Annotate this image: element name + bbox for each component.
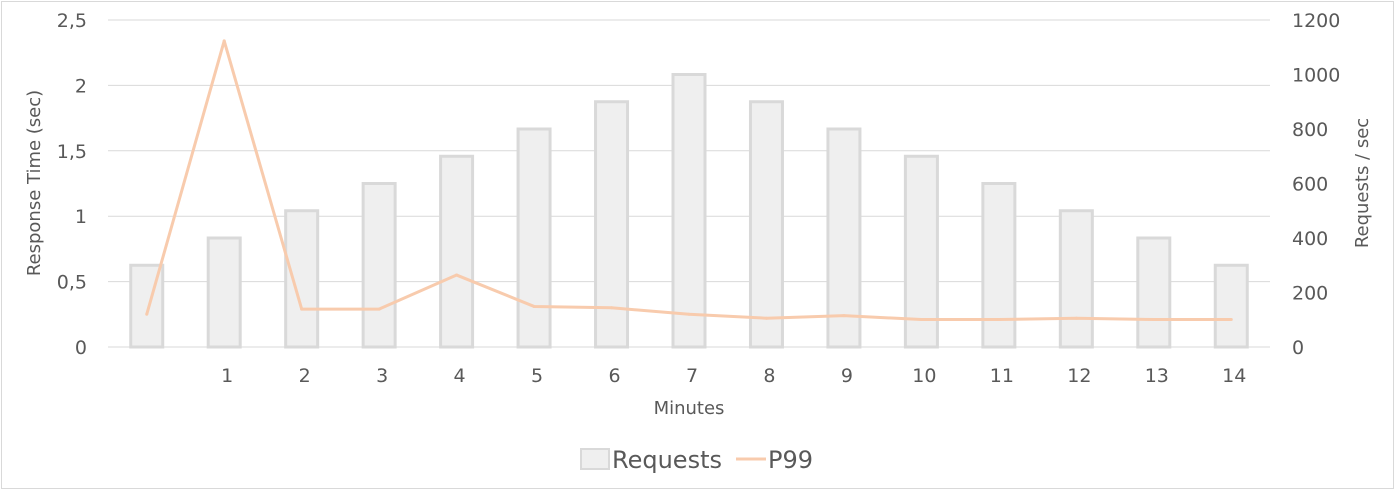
bar-requests-14 [1213,263,1249,349]
x-tick-label: 3 [376,365,388,387]
left-tick-label: 1 [75,206,87,228]
bar-requests-8 [748,100,784,349]
point-p99-10 [919,318,923,322]
x-tick-label: 13 [1145,365,1169,387]
x-tick-label: 4 [454,365,466,387]
x-tick-label: 7 [686,365,698,387]
legend-p99-label: P99 [768,446,813,474]
left-axis-ticks: 0 0,5 1 1,5 2 2,5 [57,10,87,359]
bar-requests-5 [516,127,552,349]
bar-requests-4 [439,154,475,349]
x-tick-label: 8 [763,365,775,387]
right-tick-label: 200 [1292,283,1328,305]
point-p99-2 [300,307,304,311]
x-tick-label: 10 [912,365,936,387]
right-tick-label: 600 [1292,174,1328,196]
point-p99-9 [842,314,846,318]
right-tick-label: 1200 [1292,10,1340,32]
point-p99-13 [1152,318,1156,322]
left-tick-label: 1,5 [57,141,87,163]
legend-requests-label: Requests [612,446,722,474]
left-tick-label: 2,5 [57,10,87,32]
left-tick-label: 0 [75,337,87,359]
left-axis-title: Response Time (sec) [24,90,45,276]
right-tick-label: 1000 [1292,65,1340,87]
right-tick-label: 800 [1292,119,1328,141]
point-p99-4 [455,273,459,277]
x-tick-label: 12 [1067,365,1091,387]
legend-requests-swatch [580,448,610,470]
x-axis-ticks: 1 2 3 4 5 6 7 8 9 10 11 12 13 14 [221,365,1246,387]
x-tick-label: 1 [221,365,233,387]
right-tick-label: 400 [1292,228,1328,250]
bar-requests-12 [1058,209,1094,349]
point-p99-5 [532,304,536,308]
point-p99-12 [1074,316,1078,320]
point-p99-14 [1229,318,1233,322]
point-p99-0 [145,312,149,316]
bar-requests-9 [826,127,862,349]
left-tick-label: 0,5 [57,272,87,294]
x-tick-label: 11 [990,365,1014,387]
bar-requests-2 [284,209,320,349]
bar-requests-11 [981,182,1017,349]
point-p99-1 [222,39,226,43]
bar-requests-1 [206,236,242,349]
point-p99-11 [997,318,1001,322]
x-tick-label: 5 [531,365,543,387]
x-axis-title: Minutes [654,398,725,419]
bar-requests-10 [903,154,939,349]
bar-requests-7 [671,73,707,349]
p99-line-layer [145,39,1233,322]
bar-requests-13 [1136,236,1172,349]
point-p99-8 [764,316,768,320]
point-p99-6 [610,306,614,310]
x-tick-label: 9 [841,365,853,387]
legend: Requests P99 [580,446,813,474]
bar-requests-3 [361,182,397,349]
left-tick-label: 2 [75,75,87,97]
x-tick-label: 6 [608,365,620,387]
bar-requests-6 [594,100,630,349]
right-axis-title: Requests / sec [1352,118,1373,248]
right-tick-label: 0 [1292,337,1304,359]
right-axis-ticks: 0 200 400 600 800 1000 1200 [1292,10,1340,359]
x-tick-label: 2 [299,365,311,387]
point-p99-3 [377,307,381,311]
x-tick-label: 14 [1222,365,1246,387]
point-p99-7 [687,312,691,316]
requests-bars [129,73,1249,349]
